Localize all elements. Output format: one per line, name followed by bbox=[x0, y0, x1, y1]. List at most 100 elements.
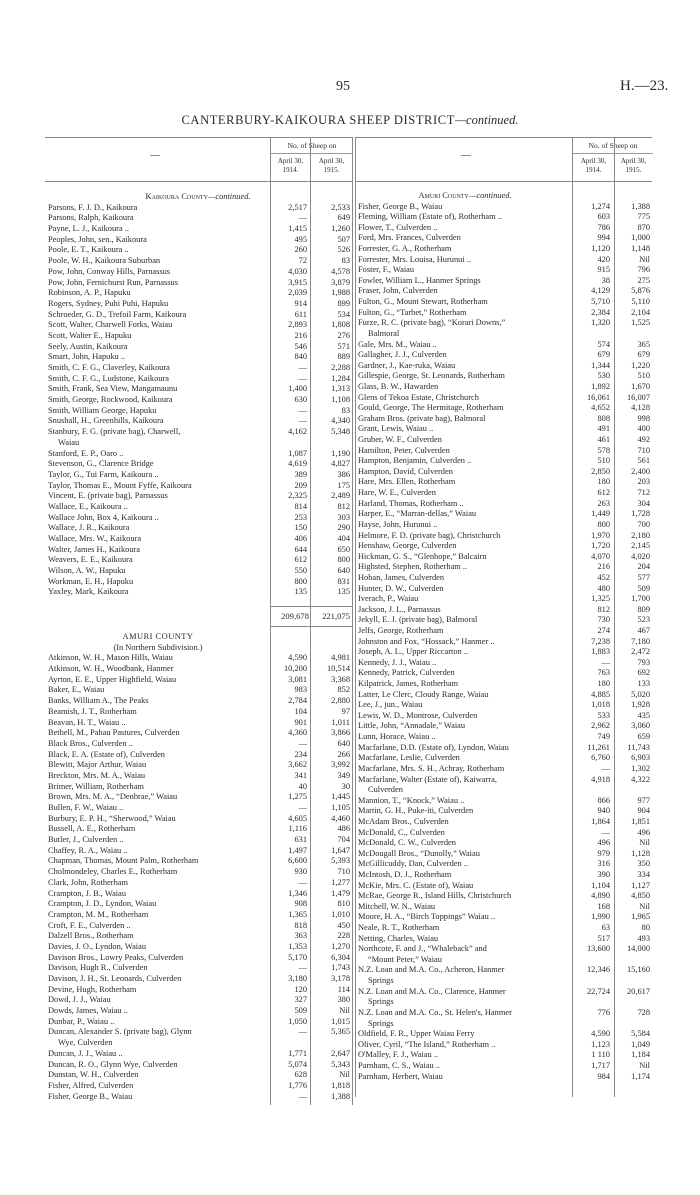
sheep-count-1914: 2,850 bbox=[591, 466, 610, 476]
sheep-count-1914: 4,162 bbox=[288, 427, 307, 437]
sheep-count-1914: 915 bbox=[597, 265, 610, 275]
sheep-count-1914: 341 bbox=[294, 770, 307, 780]
sheep-count-1914: 1,120 bbox=[591, 244, 610, 254]
owner-name: Weavers, E. E., Kaikoura bbox=[48, 555, 133, 565]
sheep-count-1915: 175 bbox=[337, 480, 350, 490]
table-row: Jelfs, George, Rotherham 274 467 bbox=[358, 626, 650, 637]
sheep-count-1914: 120 bbox=[294, 984, 307, 994]
table-row: Black Bros., Culverden .. — 640 bbox=[48, 739, 350, 750]
owner-name: Chaffey, R. A., Waiau .. bbox=[48, 845, 128, 855]
owner-name-continued: Springs bbox=[368, 1018, 394, 1028]
owner-name-continued: Waiau bbox=[58, 437, 80, 447]
sheep-count-1914: 1 110 bbox=[591, 1050, 610, 1060]
owner-name: Payne, L. J., Kaikoura .. bbox=[48, 224, 129, 234]
sheep-count-1914: 135 bbox=[294, 587, 307, 597]
sheep-count-1915: 5,876 bbox=[631, 286, 650, 296]
sheep-count-1915: 16,007 bbox=[626, 392, 650, 402]
owner-name: Parnham, Herbert, Waiau bbox=[358, 1071, 443, 1081]
sheep-count-1915: 4,850 bbox=[631, 891, 650, 901]
owner-name: Smart, John, Hapuku .. bbox=[48, 352, 125, 362]
table-row: Oldfield, F. R., Upper Waiau Ferry 4,590 5… bbox=[358, 1029, 650, 1040]
table-row: Lewis, W. D., Montrose, Culverden 533 435 bbox=[358, 711, 650, 722]
table-row: Moore, H. A., “Birch Toppings” Waiau .. 1… bbox=[358, 912, 650, 923]
owner-name: Ayrton, E. E., Upper Highfield, Waiau bbox=[48, 674, 177, 684]
owner-name: Parsons, Ralph, Kaikoura bbox=[48, 213, 134, 223]
sheep-count-1915: 4,020 bbox=[631, 551, 650, 561]
sheep-count-group-header: No. of Sheep on bbox=[270, 138, 353, 154]
table-row: Hampton, Benjamin, Culverden .. 510 561 bbox=[358, 456, 650, 467]
table-row: Vincent, E. (private bag), Parnassus 2,32… bbox=[48, 491, 350, 502]
sheep-count-1915: 83 bbox=[341, 256, 350, 266]
owner-name: Stanbury, F. G. (private bag), Charwell, bbox=[48, 427, 181, 437]
table-row: Furze, R. C. (private bag), “Korari Down… bbox=[358, 318, 650, 329]
table-row: Hare, W. E., Culverden 612 712 bbox=[358, 488, 650, 499]
sheep-count-1915: 659 bbox=[637, 732, 650, 742]
table-row: Latter, Le Clerc, Cloudy Range, Waiau 4,8… bbox=[358, 690, 650, 701]
sheep-count-1914: 628 bbox=[294, 1070, 307, 1080]
owner-name: Taylor, G., Tui Farm, Kaikoura .. bbox=[48, 469, 159, 479]
sheep-count-1914: 812 bbox=[597, 604, 610, 614]
table-row: Joseph, A. L., Upper Riccarton .. 1,883 2,… bbox=[358, 647, 650, 658]
sheep-count-1915: 204 bbox=[637, 562, 650, 572]
table-row: McDonald, C. W., Culverden 496 Nil bbox=[358, 838, 650, 849]
right-column-body: Amuri County—continued. Fisher, George B… bbox=[358, 191, 650, 1082]
table-row: Wallace, E., Kaikoura .. 814 812 bbox=[48, 502, 350, 513]
sheep-count-1915: 710 bbox=[337, 867, 350, 877]
owner-name: Kennedy, J. J., Waiau .. bbox=[358, 657, 437, 667]
owner-name: Hare, W. E., Culverden bbox=[358, 488, 436, 498]
table-row: Gould, George, The Hermitage, Rotherham 4… bbox=[358, 403, 650, 414]
table-row: McDougall Bros., “Dunolly,” Waiau 979 1,12… bbox=[358, 849, 650, 860]
sheep-count-1915: 904 bbox=[637, 806, 650, 816]
sheep-count-1915: 1,184 bbox=[631, 1050, 650, 1060]
kaikoura-total-1914: 209,678 bbox=[281, 611, 309, 621]
sheep-count-1915: 2,489 bbox=[331, 491, 350, 501]
sheep-count-1915: 133 bbox=[637, 679, 650, 689]
owner-name: Gould, George, The Hermitage, Rotherham bbox=[358, 403, 504, 413]
owner-name: Walter, James H., Kaikoura bbox=[48, 544, 141, 554]
owner-name: Baker, E., Waiau bbox=[48, 685, 105, 695]
right-rows: Fisher, George B., Waiau 1,274 1,388 Flemin… bbox=[358, 202, 650, 1083]
sheep-count-1914: 1,892 bbox=[591, 381, 610, 391]
sheep-count-1915: 1,670 bbox=[631, 381, 650, 391]
sheep-count-1914: — bbox=[601, 827, 610, 837]
owner-name: McDougall Bros., “Dunolly,” Waiau bbox=[358, 848, 480, 858]
sheep-count-1915: 1,127 bbox=[631, 880, 650, 890]
sheep-count-1914: 5,710 bbox=[591, 297, 610, 307]
sheep-count-1914: — bbox=[298, 213, 307, 223]
owner-name: Dalzell Bros., Rotherham bbox=[48, 931, 134, 941]
sheep-count-1915: 1,260 bbox=[331, 224, 350, 234]
owner-name: Lewis, W. D., Montrose, Culverden bbox=[358, 710, 478, 720]
owner-name: Hickman, G. S., “Glenhope,” Balcairn bbox=[358, 551, 487, 561]
table-row-continuation: Waiau bbox=[48, 438, 348, 449]
sheep-count-1914: 480 bbox=[597, 583, 610, 593]
owner-name: Scott, Walter, Charwell Forks, Waiau bbox=[48, 320, 173, 330]
sheep-count-1915: 1,049 bbox=[631, 1039, 650, 1049]
sheep-count-1914: 263 bbox=[597, 498, 610, 508]
sheep-count-1915: 3,879 bbox=[331, 277, 350, 287]
owner-name: N.Z. Loan and M.A. Co., Clarence, Hanmer bbox=[358, 986, 506, 996]
owner-name: Smith, Frank, Sea View, Mangamaunu bbox=[48, 384, 178, 394]
table-row: Crampton, M. M., Rotherham 1,365 1,010 bbox=[48, 910, 350, 921]
owner-name: McIntosh, D. J., Rotherham bbox=[358, 870, 452, 879]
sheep-count-1914: 2,325 bbox=[288, 491, 307, 501]
sheep-count-1914: 1,864 bbox=[591, 816, 610, 826]
owner-name: Gillespie, George, St. Leonards, Rotherh… bbox=[358, 371, 505, 381]
table-row: Helmore, F. D. (private bag), Christchur… bbox=[358, 531, 650, 542]
table-row: Fulton, G., “Tarbet,” Rotherham 2,384 2,10… bbox=[358, 308, 650, 319]
owner-name: McAdam Bros., Culverden bbox=[358, 816, 449, 826]
owner-name: Duncan, Alexander S. (private bag), Glyn… bbox=[48, 1027, 192, 1037]
sheep-count-1914: 7,238 bbox=[591, 636, 610, 646]
table-row: Devine, Hugh, Rotherham 120 114 bbox=[48, 985, 350, 996]
table-row: Graham Bros. (private bag), Balmoral 808 9… bbox=[358, 414, 650, 425]
table-row: Neale, R. T., Rotherham 63 80 bbox=[358, 923, 650, 934]
table-row: Hare, Mrs. Ellen, Rotherham 180 203 bbox=[358, 477, 650, 488]
owner-name: Parsons, F. J. D., Kaikoura bbox=[48, 202, 138, 212]
sheep-count-1914: 363 bbox=[294, 931, 307, 941]
sheep-count-1915: 1,010 bbox=[331, 909, 350, 919]
table-row: Parnham, Herbert, Waiau 984 1,174 bbox=[358, 1072, 650, 1083]
table-row: Stanford, E. P., Oaro .. 1,087 1,190 bbox=[48, 449, 350, 460]
owner-name: Black, E. A. (Estate of), Culverden bbox=[48, 749, 165, 759]
sheep-count-1914: 5,074 bbox=[288, 1059, 307, 1069]
table-row: Wallace, J. R., Kaikoura 150 290 bbox=[48, 523, 350, 534]
table-row: Smith, Frank, Sea View, Mangamaunu 1,400 1… bbox=[48, 384, 350, 395]
